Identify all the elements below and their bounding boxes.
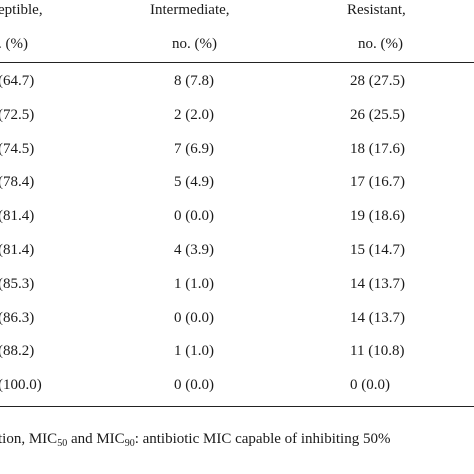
cell-susceptible: (100.0): [0, 377, 42, 394]
cell-susceptible: (86.3): [0, 309, 35, 326]
cell-resistant: 26 (25.5): [350, 106, 405, 123]
cell-susceptible: (78.4): [0, 174, 35, 191]
footnote-text-1: tion, MIC: [0, 431, 58, 447]
cell-intermediate: 8 (7.8): [174, 73, 214, 89]
cell-susceptible: (85.3): [0, 275, 35, 292]
cell-resistant: 0 (0.0): [350, 377, 390, 394]
cell-intermediate: 0 (0.0): [174, 208, 214, 225]
cell-resistant: 14 (13.7): [350, 275, 405, 292]
cell-resistant: 28 (27.5): [350, 73, 405, 89]
header-susceptible-line2: . (%): [0, 36, 28, 52]
cell-intermediate: 5 (4.9): [174, 174, 214, 191]
cell-intermediate: 1 (1.0): [174, 275, 214, 292]
cell-resistant: 15 (14.7): [350, 242, 405, 258]
cell-susceptible: (88.2): [0, 343, 35, 360]
footnote-sub-90: 90: [124, 438, 135, 449]
cell-susceptible: (72.5): [0, 106, 35, 123]
footnote-text-2: and MIC: [67, 431, 125, 447]
cell-susceptible: (81.4): [0, 242, 35, 258]
footnote: tion, MIC50 and MIC90: antibiotic MIC ca…: [0, 430, 391, 449]
cell-susceptible: (81.4): [0, 208, 35, 225]
header-rule: [0, 62, 474, 64]
cell-intermediate: 2 (2.0): [174, 106, 214, 123]
header-intermediate-line2: no. (%): [172, 36, 217, 52]
cell-intermediate: 4 (3.9): [174, 242, 214, 258]
cell-intermediate: 0 (0.0): [174, 377, 214, 394]
cell-resistant: 11 (10.8): [350, 343, 405, 360]
header-susceptible-line1: eptible,: [0, 2, 43, 18]
cell-resistant: 18 (17.6): [350, 140, 405, 157]
header-resistant-line1: Resistant,: [347, 2, 406, 18]
cell-resistant: 14 (13.7): [350, 309, 405, 326]
bottom-rule: [0, 406, 474, 408]
header-intermediate-line1: Intermediate,: [150, 2, 230, 18]
cell-susceptible: (64.7): [0, 73, 35, 89]
cell-intermediate: 7 (6.9): [174, 140, 214, 157]
cell-resistant: 17 (16.7): [350, 174, 405, 191]
cell-resistant: 19 (18.6): [350, 208, 405, 225]
footnote-sub-50: 50: [57, 438, 68, 449]
footnote-text-3: : antibiotic MIC capable of inhibiting 5…: [134, 431, 391, 447]
header-resistant-line2: no. (%): [358, 36, 403, 52]
cell-susceptible: (74.5): [0, 140, 35, 157]
cell-intermediate: 0 (0.0): [174, 309, 214, 326]
cell-intermediate: 1 (1.0): [174, 343, 214, 360]
